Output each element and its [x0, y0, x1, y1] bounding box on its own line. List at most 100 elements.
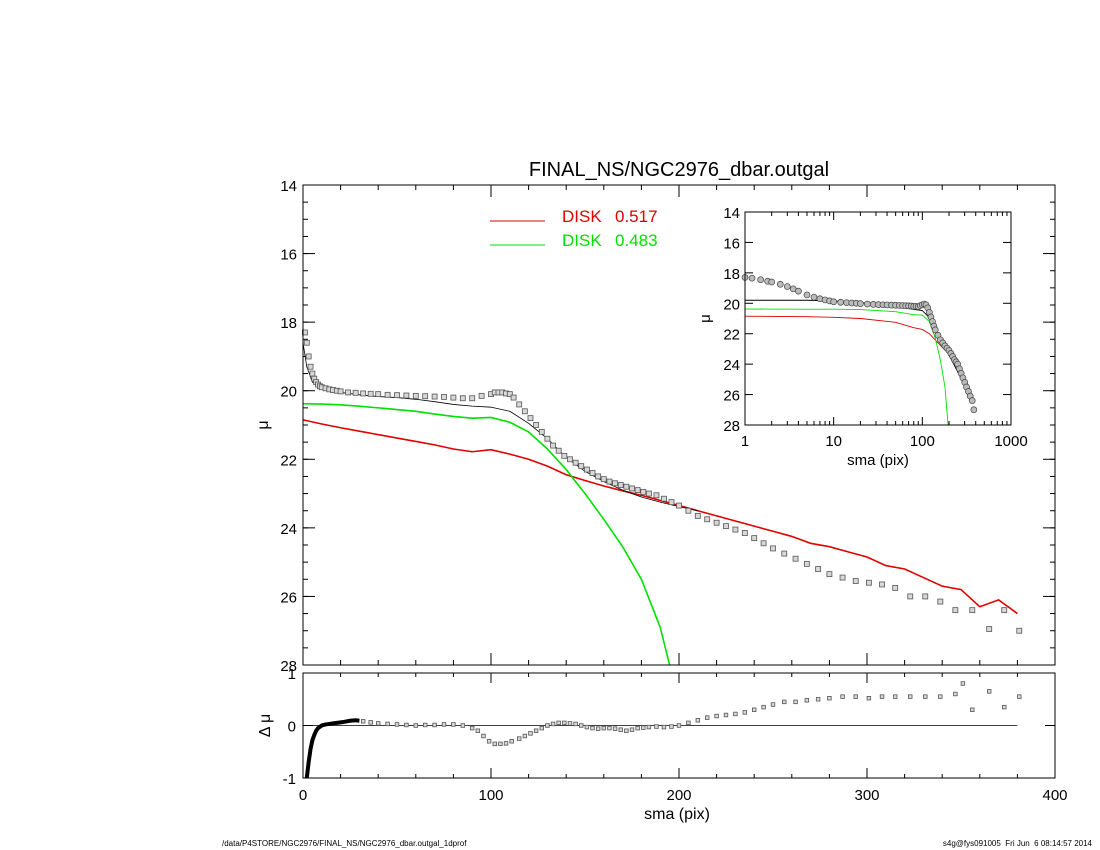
- residual-panel-frame: [302, 672, 1056, 779]
- x-tick-label: 1000: [994, 433, 1027, 450]
- residual-point: [987, 689, 992, 694]
- observed-point: [527, 415, 534, 422]
- residual-point: [595, 726, 601, 731]
- inset-observed-point: [783, 283, 791, 290]
- residual-point: [618, 727, 623, 732]
- x-tick-label: 0: [299, 787, 307, 804]
- residual-point: [879, 694, 885, 699]
- residual-point: [360, 719, 366, 724]
- inset-observed-point: [864, 300, 871, 308]
- residual-point: [567, 721, 573, 726]
- residual-point: [375, 721, 381, 726]
- residual-point: [475, 728, 481, 733]
- y-tick-label: 16: [280, 247, 297, 264]
- observed-point: [634, 487, 641, 494]
- x-tick-label: 100: [910, 433, 935, 450]
- series-line: [303, 402, 671, 665]
- residual-point: [923, 694, 928, 699]
- inset-observed-point: [768, 278, 776, 286]
- residual-point: [441, 722, 447, 727]
- residual-point: [804, 698, 810, 703]
- observed-point: [506, 391, 513, 398]
- x-tick-label: 10: [825, 433, 842, 450]
- residual-point: [509, 739, 514, 744]
- observed-point: [459, 395, 466, 402]
- inset-observed-point: [931, 326, 939, 334]
- series-line: [303, 419, 1018, 615]
- observed-point: [685, 507, 692, 514]
- footer-file-path: /data/P4STORE/NGC2976/FINAL_NS/NGC2976_d…: [222, 839, 467, 848]
- observed-point: [952, 607, 959, 614]
- residual-point: [695, 718, 700, 723]
- observed-point: [839, 574, 846, 581]
- residual-point: [960, 681, 966, 686]
- inset-observed-point: [968, 397, 976, 405]
- inset-observed-point: [803, 291, 811, 299]
- y-tick-label: 22: [723, 327, 740, 344]
- inset-observed-point: [748, 274, 756, 282]
- observed-point: [815, 566, 822, 572]
- observed-point: [384, 391, 391, 398]
- residual-point: [669, 724, 674, 729]
- observed-point: [781, 550, 788, 557]
- y-tick-label: 1: [288, 666, 296, 683]
- observed-point: [907, 593, 914, 600]
- observed-point: [1001, 607, 1008, 614]
- inset-observed-point: [776, 280, 784, 288]
- residual-point: [840, 694, 845, 699]
- observed-point: [751, 535, 758, 542]
- x-tick-label: 1: [741, 433, 749, 450]
- residual-point: [1017, 694, 1022, 699]
- residual-point: [646, 724, 652, 730]
- observed-point: [367, 390, 374, 397]
- residual-point: [782, 699, 787, 705]
- observed-point: [301, 329, 308, 336]
- observed-point: [538, 428, 545, 435]
- observed-point: [826, 571, 833, 578]
- residual-point: [492, 741, 497, 747]
- observed-point: [937, 598, 944, 605]
- residual-point: [853, 694, 858, 699]
- observed-point: [640, 488, 647, 495]
- legend-label: DISK: [562, 207, 602, 226]
- residual-point: [970, 707, 975, 712]
- observed-point: [694, 512, 701, 519]
- inset-panel-frame: [744, 211, 1012, 426]
- observed-point: [676, 502, 682, 509]
- residual-point: [641, 725, 646, 730]
- residual-point: [866, 696, 872, 701]
- observed-point: [600, 476, 607, 483]
- residual-point: [451, 722, 456, 727]
- chart-title: FINAL_NS/NGC2976_dbar.outgal: [529, 159, 829, 181]
- residual-point: [422, 722, 428, 728]
- legend-value: 0.483: [615, 231, 658, 250]
- observed-point: [469, 395, 476, 402]
- observed-point: [412, 392, 419, 399]
- observed-point: [969, 607, 976, 614]
- y-axis-label: μ: [255, 420, 272, 429]
- observed-point: [803, 560, 810, 567]
- observed-point: [544, 435, 551, 442]
- residual-point: [714, 713, 719, 719]
- observed-point: [1016, 627, 1023, 634]
- residual-point: [481, 733, 486, 739]
- y-tick-label: 20: [723, 296, 740, 313]
- residual-point: [498, 741, 503, 747]
- inset-y-axis-label: μ: [697, 314, 714, 323]
- observed-point: [337, 388, 344, 395]
- residual-point: [503, 741, 509, 746]
- inset-observed-point: [830, 298, 838, 306]
- inset-x-axis-label: sma (pix): [847, 452, 909, 469]
- residual-point: [486, 739, 492, 744]
- observed-point: [345, 389, 352, 396]
- y-tick-label: 18: [723, 266, 740, 283]
- observed-point: [668, 499, 675, 506]
- residual-point: [522, 733, 528, 739]
- observed-point: [309, 370, 316, 377]
- observed-point: [550, 442, 556, 449]
- y-tick-label: 16: [723, 235, 740, 252]
- residual-point: [723, 712, 729, 718]
- observed-point: [510, 394, 517, 401]
